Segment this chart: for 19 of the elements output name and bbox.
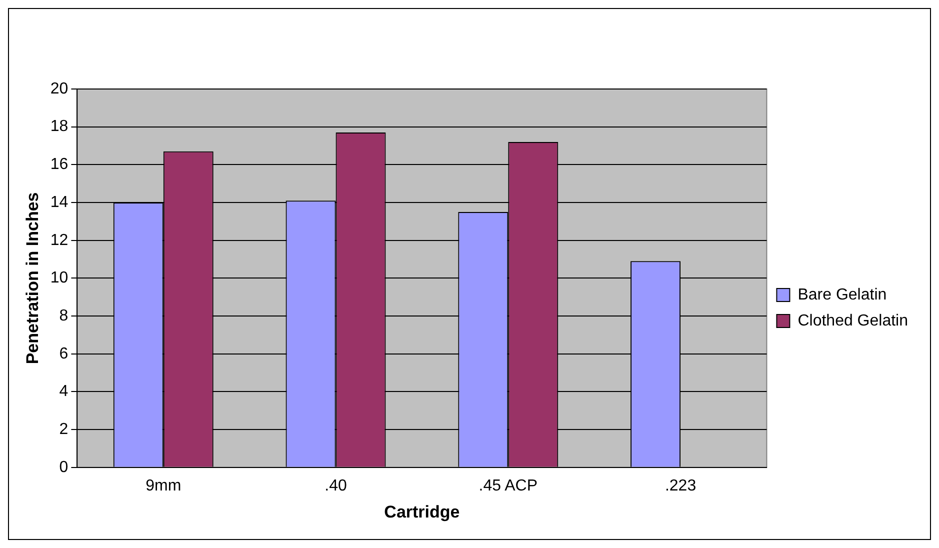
x-tick-label: .40 (324, 477, 347, 494)
y-tick-label: 20 (50, 80, 68, 98)
x-tick-label: .45 ACP (478, 477, 538, 494)
y-tick-label: 8 (59, 307, 68, 324)
x-tick-label: .223 (664, 477, 696, 494)
legend-label: Bare Gelatin (798, 286, 887, 304)
y-tick-label: 14 (50, 194, 68, 211)
y-tick-label: 18 (50, 118, 68, 136)
y-tick-label: 0 (59, 458, 68, 476)
y-tick-label: 16 (50, 156, 68, 174)
y-axis-title: Penetration in Inches (22, 192, 42, 364)
x-axis-title: Cartridge (384, 502, 460, 522)
x-tick-label: 9mm (146, 477, 182, 494)
y-tick-label: 6 (59, 345, 68, 362)
y-tick-label: 4 (59, 383, 68, 400)
y-tick-label: 12 (50, 232, 68, 249)
legend-label: Clothed Gelatin (798, 312, 908, 330)
y-tick-label: 2 (59, 420, 68, 438)
y-tick-label: 10 (50, 270, 68, 287)
